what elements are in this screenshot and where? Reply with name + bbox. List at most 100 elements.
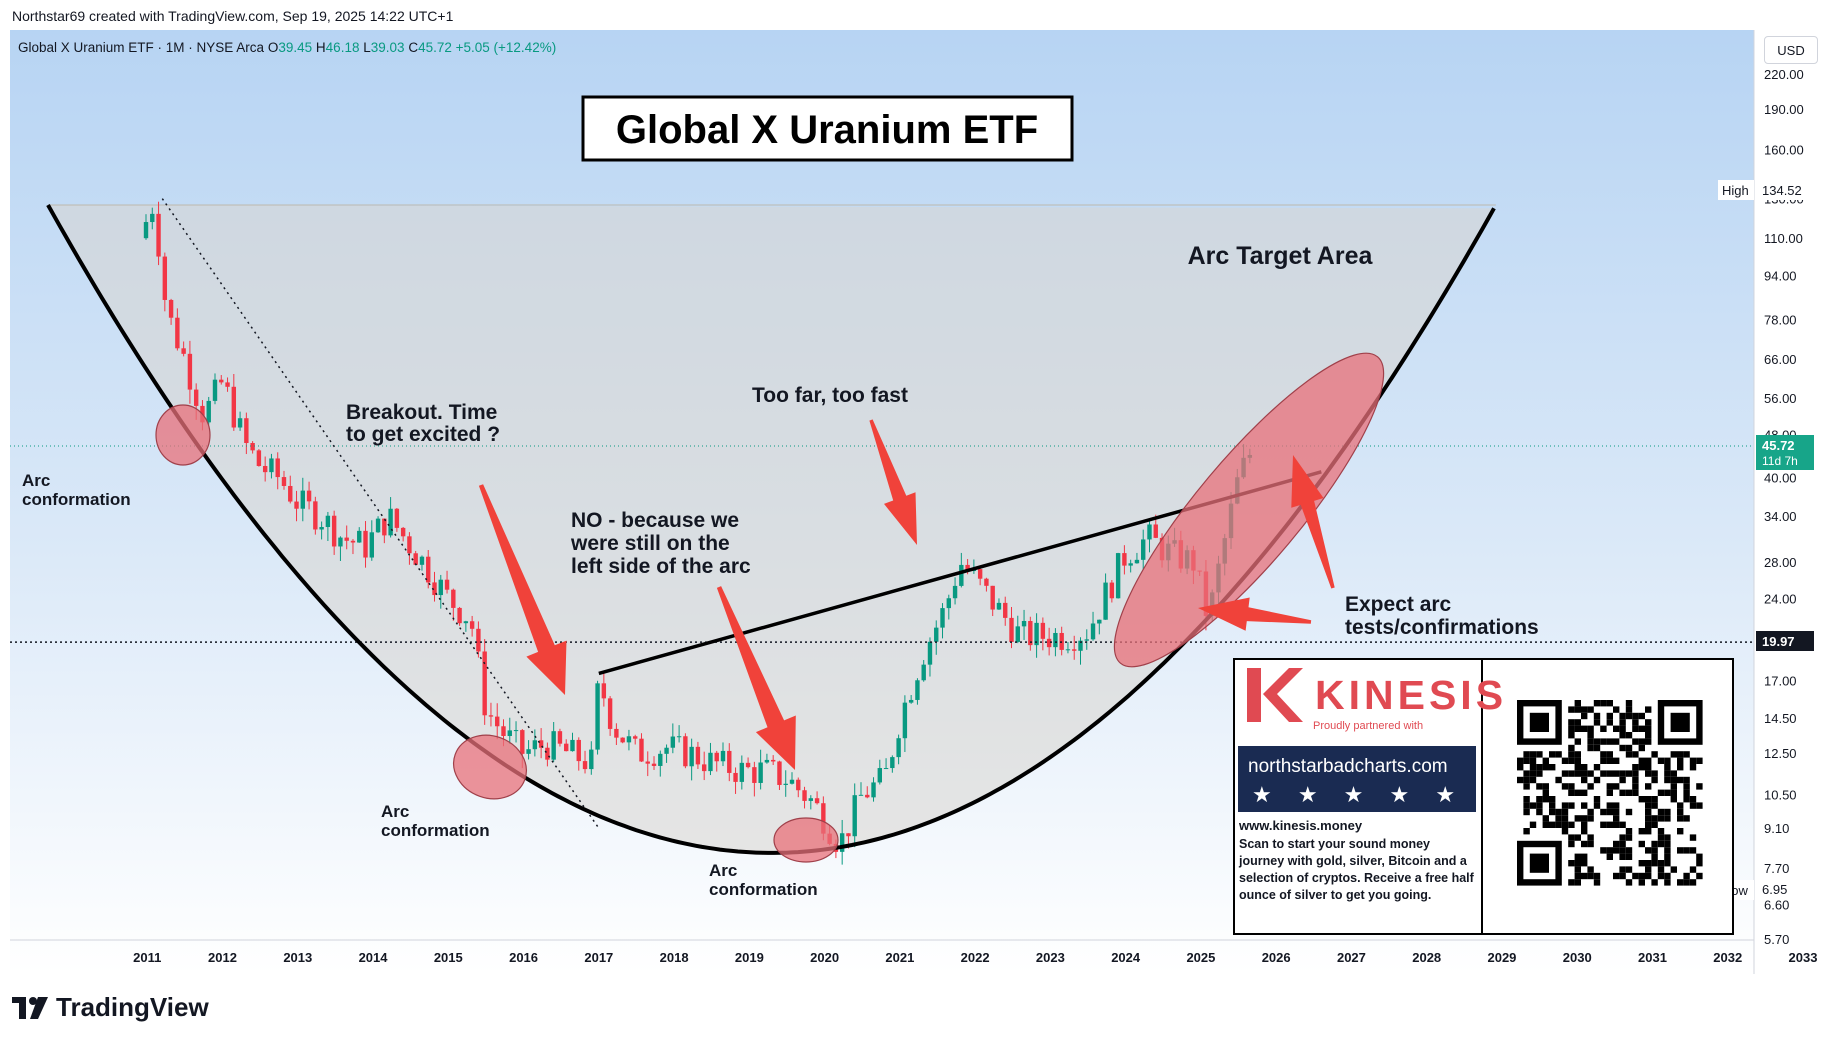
qr-module <box>1645 732 1652 739</box>
x-tick-label: 2022 <box>961 950 990 965</box>
qr-module <box>1638 872 1645 880</box>
candle-body <box>532 740 538 750</box>
qr-module <box>1613 815 1620 822</box>
candle-body <box>940 608 945 628</box>
qr-module <box>1651 796 1658 803</box>
qr-module <box>1587 744 1594 752</box>
candle-body <box>1040 622 1046 639</box>
ad-site[interactable]: www.kinesis.money <box>1239 818 1363 833</box>
northstar-badge: northstarbadcharts.com ★ ★ ★ ★ ★ ✓ <box>1238 746 1476 833</box>
y-tick-label: 6.60 <box>1764 897 1789 912</box>
candle-body <box>952 585 958 599</box>
qr-module <box>1536 764 1543 771</box>
tradingview-icon <box>12 996 48 1019</box>
qr-module <box>1529 757 1537 764</box>
candle-body <box>363 530 368 558</box>
arc-ellipse-target <box>1113 352 1385 668</box>
qr-module <box>1587 725 1594 732</box>
qr-module <box>1625 770 1633 777</box>
qr-module <box>1664 770 1671 777</box>
qr-module <box>1574 834 1581 841</box>
symbol-name: Global X Uranium ETF · 1M · NYSE Arca <box>18 40 265 55</box>
qr-module <box>1561 757 1569 764</box>
candle-body <box>701 764 707 772</box>
candle-body <box>432 582 437 596</box>
qr-module <box>1536 751 1543 758</box>
qr-module <box>1523 802 1530 809</box>
x-tick-label: 2028 <box>1412 950 1441 965</box>
candle-body <box>288 485 293 502</box>
qr-module <box>1619 834 1626 841</box>
candle-body <box>1078 640 1083 651</box>
candle-body <box>839 833 845 852</box>
candle-body <box>1103 582 1108 620</box>
hline-price-box <box>1756 631 1814 651</box>
qr-module <box>1536 808 1543 816</box>
qr-module <box>1651 751 1658 758</box>
current-price-box <box>1756 435 1814 470</box>
qr-module <box>1657 834 1665 841</box>
qr-module <box>1529 764 1537 771</box>
qr-module <box>1651 840 1658 848</box>
candle-body <box>714 752 719 762</box>
candle-body <box>225 382 230 387</box>
qr-module <box>1555 821 1562 828</box>
qr-code-icon[interactable] <box>1517 700 1707 890</box>
qr-module <box>1664 764 1671 771</box>
x-tick-label: 2018 <box>660 950 689 965</box>
qr-module <box>1606 821 1613 828</box>
candle-body <box>476 628 481 652</box>
y-tick-label: 78.00 <box>1764 313 1797 328</box>
y-tick-label: 7.70 <box>1764 861 1789 876</box>
candle-body <box>745 762 751 768</box>
qr-module <box>1638 725 1645 732</box>
symbol-legend[interactable]: Global X Uranium ETF · 1M · NYSE Arca O3… <box>18 40 556 55</box>
candle-body <box>814 798 820 804</box>
candle-body <box>413 553 418 565</box>
qr-module <box>1677 764 1684 771</box>
candle-body <box>796 779 801 791</box>
qr-module <box>1587 815 1594 822</box>
qr-module <box>1638 860 1645 867</box>
qr-module <box>1619 789 1626 796</box>
arc-ellipses <box>155 352 1385 863</box>
arc-conf-2-line2: conformation <box>381 821 490 840</box>
annotation-arrows <box>478 419 1335 770</box>
qr-module <box>1561 802 1569 809</box>
x-tick-label: 2029 <box>1487 950 1516 965</box>
candle-body <box>482 651 487 716</box>
qr-module <box>1645 802 1652 809</box>
candle-body <box>589 749 594 770</box>
arc-target-label: Arc Target Area <box>1188 242 1374 270</box>
x-tick-label: 2030 <box>1563 950 1592 965</box>
qr-module <box>1568 732 1575 739</box>
candle-body <box>231 386 237 428</box>
qr-module <box>1619 776 1626 784</box>
qr-module <box>1683 847 1690 854</box>
candle-body <box>407 536 412 554</box>
qr-module <box>1581 764 1588 771</box>
arc-ellipse-2020 <box>773 817 839 863</box>
qr-module <box>1574 738 1581 745</box>
kinesis-ad[interactable]: KINESIS Proudly partnered with northstar… <box>1233 658 1734 935</box>
candle-body <box>338 537 343 547</box>
expect-label-2: tests/confirmations <box>1345 616 1539 639</box>
arc-conf-3-line2: conformation <box>709 880 818 899</box>
qr-module <box>1632 738 1639 745</box>
candle-body <box>520 730 525 754</box>
candle-body <box>658 753 663 766</box>
qr-module <box>1638 796 1645 803</box>
qr-module <box>1593 776 1601 784</box>
candle-body <box>595 683 600 750</box>
candle-body <box>727 750 732 773</box>
currency-button[interactable]: USD <box>1764 36 1818 64</box>
qr-module <box>1568 879 1575 886</box>
qr-module <box>1581 840 1588 848</box>
no-label-1: NO - because we <box>571 509 739 532</box>
qr-module <box>1638 828 1645 835</box>
qr-module <box>1689 847 1697 854</box>
qr-module <box>1593 719 1601 726</box>
qr-module <box>1529 751 1537 758</box>
